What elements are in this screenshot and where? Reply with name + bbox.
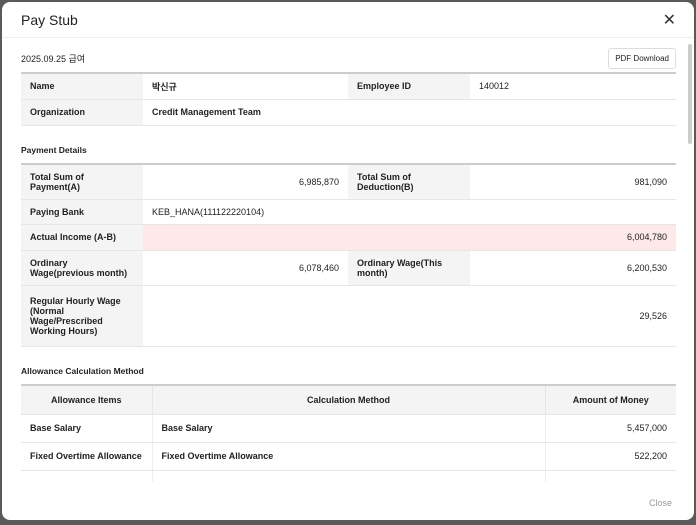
name-value: 박신규 [143, 73, 348, 100]
total-deduction-label: Total Sum of Deduction(B) [348, 164, 470, 200]
allowance-heading: Allowance Calculation Method [21, 366, 144, 376]
bank-label: Paying Bank [21, 199, 143, 225]
total-payment-label: Total Sum of Payment(A) [21, 164, 143, 200]
col-calculation-method: Calculation Method [152, 385, 546, 415]
org-label: Organization [21, 99, 143, 126]
allowance-item: Fixed Overtime Allowance [21, 442, 153, 471]
close-icon[interactable]: ✕ [662, 12, 676, 29]
actual-income-value: 6,004,780 [143, 224, 676, 251]
pay-date-label: 2025.09.25 급여 [21, 54, 86, 64]
modal-title: Pay Stub [21, 12, 78, 28]
hourly-wage-label: Regular Hourly Wage (Normal Wage/Prescri… [21, 285, 143, 347]
modal-body[interactable]: 2025.09.25 급여 PDF Download Name 박신규 Employ… [21, 38, 676, 482]
col-allowance-items: Allowance Items [21, 385, 153, 415]
total-deduction-value: 981,090 [470, 164, 676, 200]
org-value: Credit Management Team [143, 99, 676, 126]
pdf-download-button[interactable]: PDF Download [608, 48, 676, 69]
employee-id-value: 140012 [470, 73, 676, 100]
amount: 5,457,000 [545, 414, 676, 443]
bank-value: KEB_HANA(111122220104) [143, 199, 676, 225]
payment-details-heading: Payment Details [21, 145, 87, 155]
employee-table: Name 박신규 Employee ID 140012 Organization Cre… [21, 72, 676, 126]
ordinary-wage-this-label: Ordinary Wage(This month) [348, 250, 470, 286]
payment-table: Total Sum of Payment(A) 6,985,870 Total Su… [21, 163, 676, 347]
calculation-method: Base Salary [152, 414, 546, 443]
amount: 522,200 [545, 442, 676, 471]
actual-income-label: Actual Income (A-B) [21, 224, 143, 251]
close-button[interactable]: Close [648, 498, 672, 508]
ordinary-wage-prev-label: Ordinary Wage(previous month) [21, 250, 143, 286]
employee-id-label: Employee ID [348, 73, 470, 100]
modal-header: Pay Stub ✕ [2, 2, 694, 38]
allowance-table: Allowance Items Calculation Method Amount … [21, 384, 676, 482]
col-amount: Amount of Money [545, 385, 676, 415]
ordinary-wage-this-value: 6,200,530 [470, 250, 676, 286]
hourly-wage-value: 29,526 [143, 285, 676, 347]
table-row: Fixed Overtime Allowance Fixed Overtime A… [21, 442, 676, 471]
table-row: Base Salary Base Salary 5,457,000 [21, 414, 676, 443]
scrollbar[interactable] [688, 44, 692, 144]
calculation-method: Fixed Overtime Allowance [152, 442, 546, 471]
total-payment-value: 6,985,870 [143, 164, 348, 200]
allowance-item: Base Salary [21, 414, 153, 443]
table-row [21, 470, 676, 482]
name-label: Name [21, 73, 143, 100]
ordinary-wage-prev-value: 6,078,460 [143, 250, 348, 286]
